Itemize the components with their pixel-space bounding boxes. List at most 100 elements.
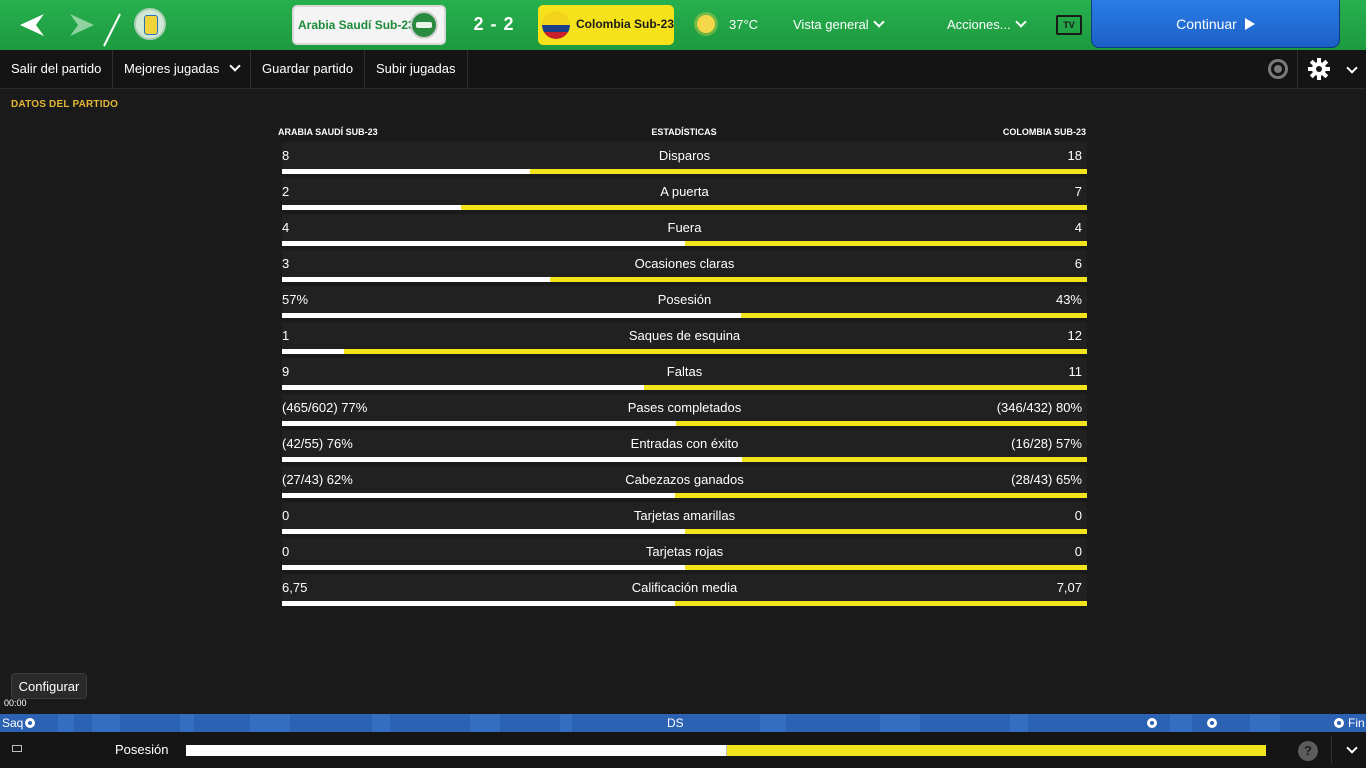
- club-badge-icon[interactable]: [134, 8, 166, 40]
- stat-row: 0 Tarjetas rojas 0: [282, 538, 1087, 570]
- away-team-name: Colombia Sub-23: [576, 17, 675, 31]
- stat-home-value: 0: [282, 508, 290, 523]
- possession-bar-home-fill: [186, 745, 726, 756]
- ball-icon: [1207, 718, 1217, 728]
- bottom-divider: [1331, 736, 1332, 764]
- ball-icon: [1147, 718, 1157, 728]
- stat-bar-home-fill: [282, 601, 675, 606]
- timeline-segment: [470, 714, 500, 732]
- stat-bar-home-fill: [282, 529, 685, 534]
- stat-comparison-bar: [282, 493, 1087, 498]
- stat-bar-home-fill: [282, 493, 675, 498]
- timeline-segment: [180, 714, 194, 732]
- arrow-right-icon: [1244, 17, 1255, 30]
- timeline-halftime-label: DS: [667, 716, 684, 730]
- save-match-button[interactable]: Guardar partido: [251, 50, 366, 88]
- ball-icon: [25, 718, 35, 728]
- stat-comparison-bar: [282, 565, 1087, 570]
- stat-bar-home-fill: [282, 565, 685, 570]
- exit-match-button[interactable]: Salir del partido: [0, 50, 114, 88]
- match-stats-panel: ARABIA SAUDÍ SUB-23 ESTADÍSTICAS COLOMBI…: [278, 127, 1090, 606]
- timeline-segment: [760, 714, 786, 732]
- stat-comparison-bar: [282, 205, 1087, 210]
- stat-away-value: 43%: [1055, 292, 1082, 307]
- timeline-kickoff-label: Saq: [2, 716, 24, 730]
- stat-home-value: 6,75: [282, 580, 308, 595]
- match-time: 00:00: [4, 698, 27, 708]
- timeline-segment: [1170, 714, 1192, 732]
- toolbar-divider: [1297, 50, 1298, 88]
- back-arrow-icon[interactable]: [18, 10, 48, 40]
- stat-row: 8 Disparos 18: [282, 142, 1087, 174]
- actions-menu-label: Acciones...: [947, 17, 1011, 32]
- chevron-down-icon: [872, 16, 885, 28]
- possession-bar-area: Posesión ?: [0, 732, 1366, 768]
- home-team-pill[interactable]: Arabia Saudí Sub-23: [292, 5, 446, 45]
- best-moves-dropdown[interactable]: Mejores jugadas: [113, 50, 252, 88]
- match-timeline[interactable]: Saq DS Fin: [0, 714, 1366, 732]
- stat-row: (42/55) 76% Entradas con éxito (16/28) 57%: [282, 430, 1087, 462]
- stat-label: Fuera: [667, 220, 702, 235]
- stat-home-value: (465/602) 77%: [282, 400, 368, 415]
- stat-row: 3 Ocasiones claras 6: [282, 250, 1087, 282]
- stats-header-home: ARABIA SAUDÍ SUB-23: [278, 127, 378, 137]
- stat-bar-home-fill: [282, 169, 530, 174]
- stat-row: (27/43) 62% Cabezazos ganados (28/43) 65%: [282, 466, 1087, 498]
- view-menu-label: Vista general: [793, 17, 869, 32]
- help-icon[interactable]: ?: [1298, 741, 1318, 761]
- match-score: 2 - 2: [473, 14, 515, 34]
- stats-header: ARABIA SAUDÍ SUB-23 ESTADÍSTICAS COLOMBI…: [278, 127, 1090, 141]
- stat-bar-home-fill: [282, 277, 551, 282]
- timeline-segment: [58, 714, 74, 732]
- stat-away-value: 11: [1068, 364, 1083, 379]
- match-toolbar: Salir del partido Mejores jugadas Guarda…: [0, 50, 1366, 89]
- stat-away-value: (28/43) 65%: [1011, 472, 1082, 487]
- away-team-pill[interactable]: Colombia Sub-23: [538, 5, 674, 45]
- stat-bar-home-fill: [282, 313, 741, 318]
- stat-comparison-bar: [282, 457, 1087, 462]
- stat-home-value: 8: [282, 148, 290, 163]
- possession-label: Posesión: [115, 742, 169, 757]
- stat-away-value: 7,07: [1056, 580, 1082, 595]
- actions-menu-dropdown[interactable]: Acciones...: [947, 16, 1027, 32]
- stat-home-value: 2: [282, 184, 290, 199]
- forward-arrow-icon[interactable]: [66, 10, 96, 40]
- configure-button[interactable]: Configurar: [11, 673, 87, 699]
- view-menu-dropdown[interactable]: Vista general: [793, 16, 885, 32]
- stat-label: Posesión: [657, 292, 712, 307]
- stat-home-value: (42/55) 76%: [282, 436, 353, 451]
- stat-away-value: 4: [1074, 220, 1082, 235]
- stat-row: 9 Faltas 11: [282, 358, 1087, 390]
- gear-icon[interactable]: [1307, 57, 1331, 81]
- stat-row: 2 A puerta 7: [282, 178, 1087, 210]
- stats-header-away: COLOMBIA SUB-23: [1002, 127, 1086, 137]
- colombia-flag-icon: [542, 11, 570, 39]
- stat-comparison-bar: [282, 169, 1087, 174]
- chevron-down-icon[interactable]: [1346, 62, 1358, 74]
- ball-icon: [1334, 718, 1344, 728]
- stat-label: A puerta: [660, 184, 709, 199]
- stat-bar-home-fill: [282, 241, 685, 246]
- chevron-down-icon: [229, 60, 242, 72]
- stat-away-value: (16/28) 57%: [1011, 436, 1082, 451]
- stat-comparison-bar: [282, 385, 1087, 390]
- home-team-name: Arabia Saudí Sub-23: [298, 18, 415, 32]
- stat-label: Entradas con éxito: [630, 436, 739, 451]
- upload-moves-button[interactable]: Subir jugadas: [365, 50, 468, 88]
- stat-row: 0 Tarjetas amarillas 0: [282, 502, 1087, 534]
- chevron-down-icon[interactable]: [1346, 742, 1358, 754]
- stat-row: (465/602) 77% Pases completados (346/432) …: [282, 394, 1087, 426]
- stat-home-value: 1: [282, 328, 290, 343]
- stats-header-title: ESTADÍSTICAS: [651, 127, 717, 137]
- screen-icon[interactable]: [12, 745, 22, 752]
- tv-icon[interactable]: TV: [1056, 15, 1082, 35]
- timeline-segment: [250, 714, 290, 732]
- stat-label: Pases completados: [627, 400, 742, 415]
- stat-away-value: 0: [1074, 544, 1082, 559]
- stat-home-value: 0: [282, 544, 290, 559]
- continue-button[interactable]: Continuar: [1091, 0, 1340, 48]
- stat-away-value: 0: [1074, 508, 1082, 523]
- record-icon[interactable]: [1268, 59, 1288, 79]
- stat-comparison-bar: [282, 349, 1087, 354]
- stat-home-value: 3: [282, 256, 290, 271]
